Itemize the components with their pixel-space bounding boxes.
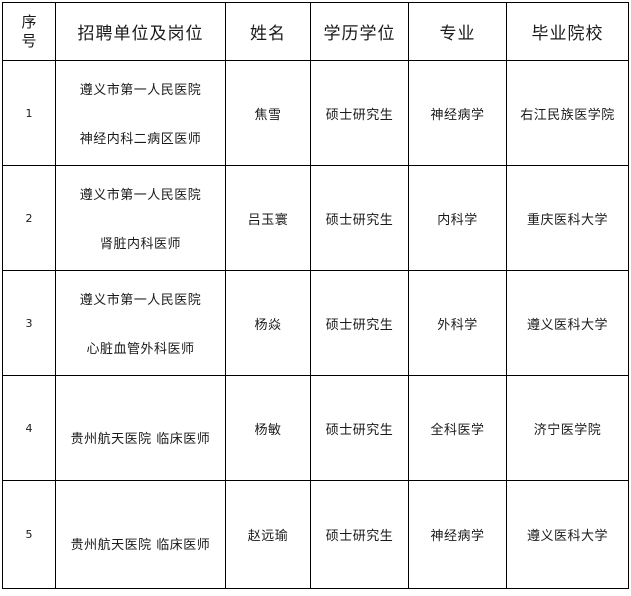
- cell-unit: 遵义市第一人民医院 心脏血管外科医师: [55, 270, 226, 376]
- unit-line-1: 贵州航天医院 临床医师: [70, 538, 211, 553]
- cell-unit: 遵义市第一人民医院 肾脏内科医师: [55, 165, 226, 271]
- cell-index: 1: [2, 60, 56, 166]
- cell-index: 3: [2, 270, 56, 376]
- cell-degree: 硕士研究生: [310, 270, 409, 376]
- cell-major: 神经病学: [408, 480, 507, 589]
- column-header-major: 专业: [408, 2, 507, 61]
- unit-line-2: 肾脏内科医师: [99, 237, 181, 252]
- column-header-name: 姓名: [225, 2, 311, 61]
- table-header-row: 序 号 招聘单位及岗位 姓名 学历学位 专业 毕业院校: [2, 2, 629, 61]
- unit-line-1: 遵义市第一人民医院: [79, 83, 202, 98]
- table-row: 4 贵州航天医院 临床医师 杨敏 硕士研究生 全科医学 济宁医学院: [2, 375, 629, 481]
- table-body: 1 遵义市第一人民医院 神经内科二病区医师 焦雪 硕士研究生 神经病学 右江民族…: [2, 60, 629, 589]
- unit-stack: 贵州航天医院 临床医师: [56, 516, 225, 553]
- cell-name: 吕玉寰: [225, 165, 311, 271]
- column-header-school: 毕业院校: [506, 2, 629, 61]
- cell-degree: 硕士研究生: [310, 375, 409, 481]
- unit-line-1: 遵义市第一人民医院: [79, 188, 202, 203]
- unit-stack: 贵州航天医院 临床医师: [56, 410, 225, 447]
- cell-major: 内科学: [408, 165, 507, 271]
- recruitment-results-table: 序 号 招聘单位及岗位 姓名 学历学位 专业 毕业院校 1 遵义市第一人民医院 …: [2, 2, 629, 589]
- cell-index: 2: [2, 165, 56, 271]
- unit-stack: 遵义市第一人民医院 神经内科二病区医师: [56, 79, 225, 147]
- cell-name: 赵远瑜: [225, 480, 311, 589]
- table-row: 5 贵州航天医院 临床医师 赵远瑜 硕士研究生 神经病学 遵义医科大学: [2, 480, 629, 589]
- cell-school: 遵义医科大学: [506, 480, 629, 589]
- cell-major: 外科学: [408, 270, 507, 376]
- cell-major: 神经病学: [408, 60, 507, 166]
- column-header-index-char-1: 序: [21, 12, 37, 31]
- cell-index: 4: [2, 375, 56, 481]
- table-row: 1 遵义市第一人民医院 神经内科二病区医师 焦雪 硕士研究生 神经病学 右江民族…: [2, 60, 629, 166]
- cell-school: 右江民族医学院: [506, 60, 629, 166]
- unit-line-1: 贵州航天医院 临床医师: [70, 431, 211, 447]
- cell-unit: 贵州航天医院 临床医师: [55, 480, 226, 589]
- cell-degree: 硕士研究生: [310, 60, 409, 166]
- table-row: 3 遵义市第一人民医院 心脏血管外科医师 杨焱 硕士研究生 外科学 遵义医科大学: [2, 270, 629, 376]
- unit-line-2: 神经内科二病区医师: [79, 132, 202, 147]
- unit-line-2: 心脏血管外科医师: [86, 342, 195, 357]
- table-row: 2 遵义市第一人民医院 肾脏内科医师 吕玉寰 硕士研究生 内科学 重庆医科大学: [2, 165, 629, 271]
- unit-stack: 遵义市第一人民医院 肾脏内科医师: [56, 184, 225, 252]
- cell-school: 济宁医学院: [506, 375, 629, 481]
- cell-unit: 遵义市第一人民医院 神经内科二病区医师: [55, 60, 226, 166]
- column-header-index: 序 号: [2, 2, 56, 61]
- unit-stack: 遵义市第一人民医院 心脏血管外科医师: [56, 289, 225, 357]
- cell-unit: 贵州航天医院 临床医师: [55, 375, 226, 481]
- cell-major: 全科医学: [408, 375, 507, 481]
- cell-index: 5: [2, 480, 56, 589]
- cell-school: 遵义医科大学: [506, 270, 629, 376]
- cell-degree: 硕士研究生: [310, 165, 409, 271]
- cell-name: 杨敏: [225, 375, 311, 481]
- unit-line-1: 遵义市第一人民医院: [79, 293, 202, 308]
- cell-degree: 硕士研究生: [310, 480, 409, 589]
- cell-name: 焦雪: [225, 60, 311, 166]
- cell-name: 杨焱: [225, 270, 311, 376]
- table-header: 序 号 招聘单位及岗位 姓名 学历学位 专业 毕业院校: [2, 2, 629, 61]
- column-header-index-char-2: 号: [21, 31, 37, 50]
- column-header-unit: 招聘单位及岗位: [55, 2, 226, 61]
- column-header-degree: 学历学位: [310, 2, 409, 61]
- cell-school: 重庆医科大学: [506, 165, 629, 271]
